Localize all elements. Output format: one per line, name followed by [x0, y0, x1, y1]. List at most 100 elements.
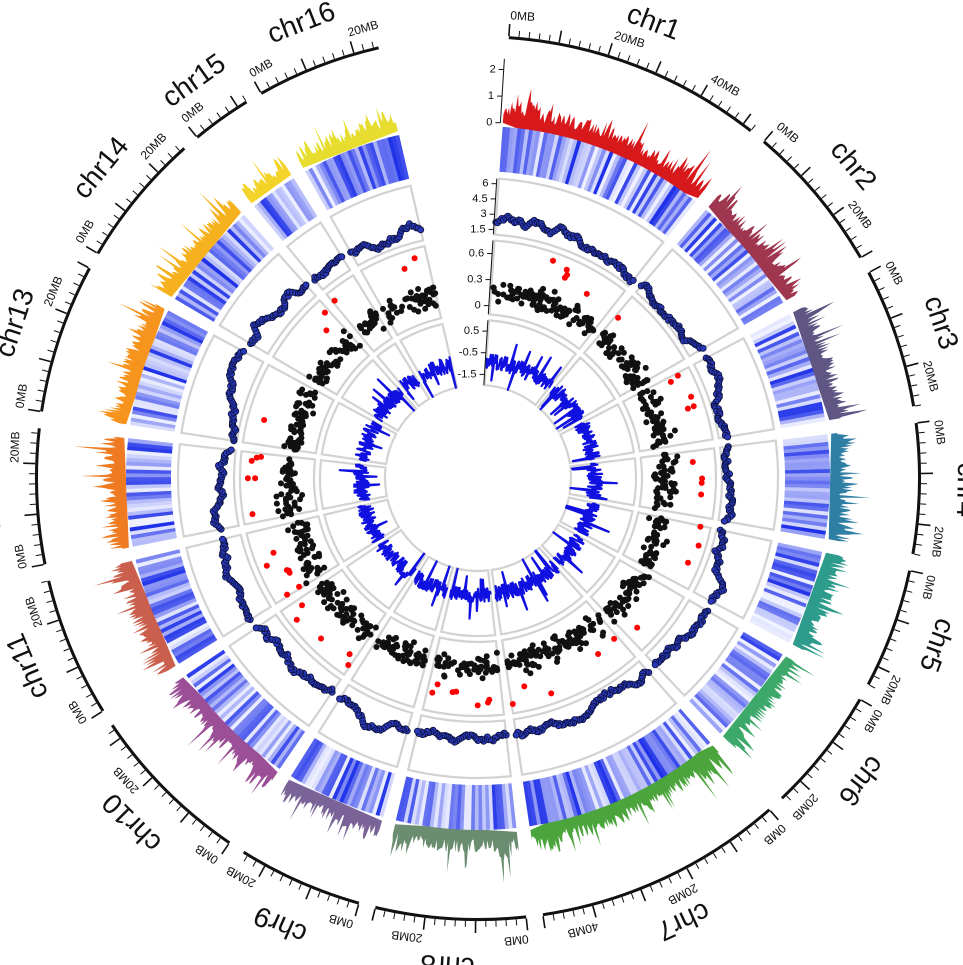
chr6-heatmap-cell: [703, 683, 740, 717]
chr9-axis-tick: [327, 895, 330, 902]
chr13-heatmap-cell: [166, 310, 208, 336]
chr1-scatter-point: [565, 307, 572, 314]
chr8-scatter-point: [483, 662, 490, 669]
chr9-heatmap-cell: [311, 748, 336, 790]
chr1-heatmap-cell: [529, 130, 541, 176]
chr1-scatter-point: [570, 317, 577, 324]
chr10-axis-tick: [176, 806, 182, 812]
chr3-scatter-point: [652, 413, 659, 420]
chr11-heatmap-cell: [156, 603, 200, 627]
chr14-scatter-point: [346, 345, 353, 352]
chr3-scatter-point: [667, 432, 674, 439]
chr3-heatmap-cell: [779, 409, 824, 422]
chr3-heatmap-cell: [774, 386, 819, 402]
chr15-scatter-point: [380, 325, 387, 332]
chr8-heatmap-cell: [459, 784, 466, 830]
chr1-scatter-point: [516, 285, 523, 292]
chr4-heatmap-cell: [784, 490, 830, 497]
chr1-scatter-point: [583, 290, 590, 297]
chr5-line-point: [707, 597, 715, 605]
chr7-heatmap-cell: [561, 772, 578, 817]
chr10-scatter-point: [341, 614, 348, 621]
chr10-axis-tick: [179, 812, 189, 823]
chr1-tick-label: 0MB: [510, 8, 536, 24]
chr5-scatter-point: [646, 515, 653, 522]
chr5-scatter-point: [645, 536, 652, 542]
chr14-axis-tick: [139, 182, 145, 188]
chr4-heatmap-cell: [784, 453, 830, 461]
chr13-scatter-point: [309, 402, 316, 409]
chr1-scatter-point: [588, 316, 595, 322]
chr7-heatmap-cell: [665, 719, 696, 758]
chr14-scatter-point: [340, 328, 347, 335]
chr12-heatmap-cell: [128, 510, 174, 520]
chr15-heatmap-cell: [268, 192, 299, 232]
chr16-scatter-point: [419, 292, 426, 299]
chr16-scatter-point: [407, 289, 414, 296]
chr7-heatmap-cell: [611, 752, 635, 795]
chr7-heatmap-cell: [659, 723, 690, 762]
chr2-scatter-point: [615, 314, 622, 321]
chr3-heatmap-cell: [770, 371, 815, 389]
chr1-scatter-point: [529, 301, 536, 308]
chr7-scatter-point: [595, 612, 602, 619]
chr16-heatmap-cell: [350, 148, 371, 192]
chr6-heatmap-cell: [696, 691, 732, 726]
chr6-scatter-point: [645, 574, 652, 581]
chr1-heatmap-cell: [558, 138, 575, 183]
chr7-scatter-point: [578, 640, 585, 647]
chr6-axis-tick: [826, 750, 833, 755]
chr1-heatmap-cell: [577, 145, 596, 189]
chr3-heatmap-cell: [751, 317, 794, 342]
chr14-axis-tick: [146, 174, 152, 180]
chr11-axis-tick: [91, 702, 97, 707]
chr2-axis-tick: [833, 206, 845, 216]
chr13-axis-tick: [42, 369, 49, 372]
chr5-heatmap-cell: [752, 612, 795, 636]
chr1-heatmap-cell: [551, 136, 567, 181]
chr3-scatter-point: [638, 396, 645, 403]
chr7-heatmap-cell: [545, 776, 560, 822]
chr1-axis-tick: [588, 43, 591, 50]
chr2-heatmap-cell: [700, 235, 737, 270]
chr13-heatmap-cell: [139, 376, 184, 394]
chr14-heatmap-cell: [235, 220, 269, 256]
chr4-heatmap-cell: [785, 476, 831, 481]
chr11-density-area: [94, 560, 176, 675]
chr7-axis-tick: [542, 916, 546, 929]
chr9-scatter-point: [404, 656, 410, 663]
chr5-heatmap-cell: [759, 597, 803, 619]
chr8-heatmap-cell: [470, 784, 476, 830]
chr15-track-bg-1: [325, 273, 394, 354]
chr16-axis-tick: [300, 58, 307, 71]
chr1-axis-tick: [726, 106, 731, 112]
chr13-heatmap-cell: [150, 344, 194, 365]
chr4-heatmap-cell: [782, 434, 828, 444]
chr12-scatter-point: [279, 513, 286, 520]
chr14-heatmap-cell: [181, 285, 221, 314]
chr11-heatmap-cell: [174, 634, 216, 661]
chr5-scatter-point: [658, 515, 665, 522]
chr10-axis-tick: [161, 792, 167, 798]
chr4-line-point: [720, 517, 728, 525]
chr7-density-area: [530, 745, 733, 853]
chr14-axis-tick: [148, 163, 159, 173]
chr5-axis-tick: [903, 600, 910, 603]
chr5-axis-tick: [908, 580, 915, 583]
chr10-heatmap-cell: [246, 709, 279, 746]
chr14-scatter-point: [316, 379, 323, 386]
scatter-track: [244, 255, 706, 709]
chr10-axis-tick: [140, 769, 146, 775]
chr3-axis-tick: [915, 404, 922, 407]
chr12-scatter-point: [283, 500, 290, 507]
chr8-scatter-point: [483, 653, 490, 660]
chr1-heatmap-cell: [502, 127, 511, 173]
chr10-scatter-point: [321, 599, 328, 606]
chr14-density-area: [149, 192, 242, 297]
chr6-scatter-point: [633, 588, 640, 595]
chr16-scatter-point: [402, 296, 409, 303]
chr4-scatter-point: [654, 502, 661, 509]
density-scale-axis: [499, 58, 505, 123]
chr2-heatmap-cell: [724, 267, 763, 298]
chr2-scatter-point: [601, 333, 608, 340]
